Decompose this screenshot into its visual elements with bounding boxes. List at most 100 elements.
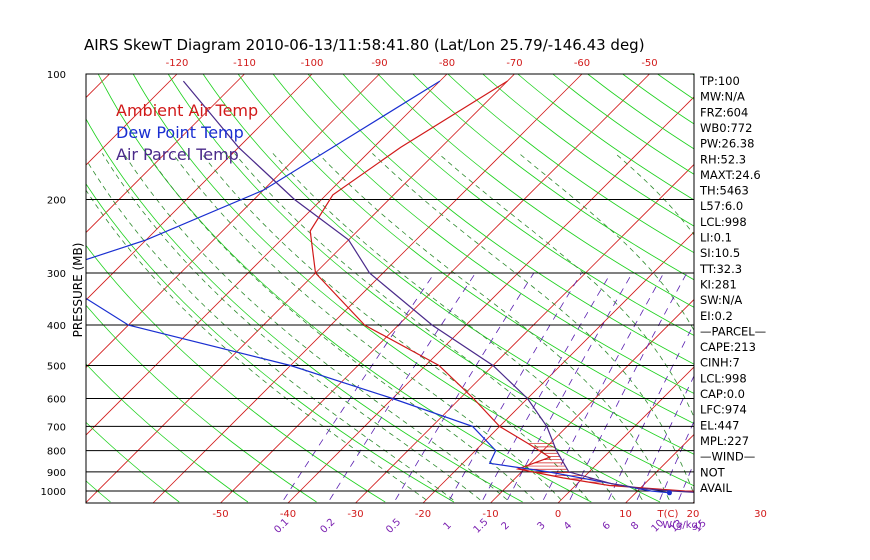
legend-ambient-air-temp: Ambient Air Temp	[116, 101, 258, 120]
bottom-temperature-tick-label: -50	[212, 509, 228, 520]
bottom-temperature-labels: -50 -40 -30 -20 -10 0 10 20 30 T(C)	[212, 509, 767, 520]
isotherm-line	[0, 74, 42, 503]
index-item: —PARCEL—	[700, 324, 766, 338]
isotherm-line	[86, 74, 178, 166]
mixing-ratio-tick-label: 8	[629, 520, 641, 532]
top-temperature-labels: -120 -110 -100 -90 -80 -70 -60 -50	[166, 58, 658, 69]
mixing-ratio-line	[482, 272, 612, 500]
mixing-ratio-line	[395, 272, 535, 501]
y-axis-label: PRESSURE (MB)	[71, 243, 85, 338]
pressure-tick-label: 200	[47, 196, 66, 207]
mixing-ratio-tick-label: 0.5	[384, 517, 403, 536]
dry-adiabat-line	[97, 74, 592, 503]
mixing-ratio-tick-label: 2	[500, 520, 512, 532]
bottom-temperature-tick-label: -20	[415, 509, 431, 520]
mixing-ratio-tick-label: 3	[536, 520, 548, 532]
dry-adiabat-line	[798, 74, 870, 502]
mixing-ratio-line	[812, 273, 870, 500]
bottom-temperature-tick-label: 30	[754, 509, 767, 520]
dry-adiabat-line	[587, 74, 694, 150]
index-item: FRZ:604	[700, 105, 748, 119]
index-item: RH:52.3	[700, 152, 746, 166]
moist-adiabat-line	[86, 189, 427, 501]
index-item: —WIND—	[700, 450, 755, 464]
bottom-temperature-tick-label: 0	[555, 509, 561, 520]
isotherm-line	[557, 366, 694, 503]
mixing-ratio-unit-label: W(g/kg)	[662, 520, 702, 531]
mixing-ratio-tick-label: 6	[601, 520, 613, 532]
dry-adiabat-line	[272, 74, 694, 394]
mixing-ratio-line	[758, 273, 849, 500]
mixing-ratio-tick-label: 0.2	[318, 517, 337, 536]
bottom-temperature-tick-label: -10	[482, 509, 498, 520]
dew-point-temp-line	[86, 80, 670, 494]
mixing-ratio-line	[569, 272, 688, 500]
chart-title: AIRS SkewT Diagram 2010-06-13/11:58:41.8…	[84, 36, 645, 54]
isotherm-line	[86, 74, 313, 301]
legend-dew-point-temp: Dew Point Temp	[116, 123, 244, 142]
legend: Ambient Air Temp Dew Point Temp Air Parc…	[116, 101, 258, 164]
isotherm-line	[422, 231, 694, 503]
pressure-tick-label: 100	[47, 70, 66, 81]
top-temperature-tick-label: -50	[641, 58, 657, 69]
dry-adiabat-line	[86, 244, 386, 503]
index-item: KI:281	[700, 277, 737, 291]
top-temperature-tick-label: -70	[506, 58, 522, 69]
index-item: MPL:227	[700, 434, 749, 448]
mixing-ratio-tick-label: 1	[442, 520, 454, 532]
dry-adiabat-line	[342, 74, 694, 336]
index-item: TP:100	[699, 74, 740, 88]
moist-adiabat-line	[146, 153, 535, 501]
isotherm-line	[86, 74, 245, 234]
index-item: LCL:998	[700, 215, 747, 229]
mixing-ratio-line	[329, 272, 476, 501]
dry-adiabat-line	[412, 74, 694, 281]
top-temperature-tick-label: -60	[574, 58, 590, 69]
mixing-ratio-line	[734, 273, 829, 500]
index-item: CAPE:213	[700, 340, 756, 354]
moist-adiabat-line	[201, 153, 589, 501]
dry-adiabat-line	[307, 74, 694, 365]
index-item: MAXT:24.6	[700, 168, 761, 182]
index-item: LCL:998	[700, 371, 747, 385]
ambient-air-temp-line	[309, 80, 694, 492]
dry-adiabat-line	[167, 74, 694, 487]
dry-adiabat-line	[517, 74, 694, 201]
temperature-unit-label: T(C)	[657, 509, 679, 520]
index-item: PW:26.38	[700, 137, 754, 151]
index-item: LI:0.1	[700, 231, 732, 245]
bottom-temperature-tick-label: -30	[347, 509, 363, 520]
isotherm-line	[828, 74, 870, 503]
isotherm-line	[86, 74, 110, 99]
index-item: TT:32.3	[699, 262, 742, 276]
pressure-tick-label: 1000	[41, 487, 66, 498]
mixing-ratio-line	[449, 272, 582, 500]
profiles	[86, 80, 694, 496]
moist-adiabat-line	[101, 153, 481, 501]
plot-frame	[85, 73, 695, 504]
air-parcel-temp-line	[182, 80, 694, 493]
index-item: CINH:7	[700, 356, 740, 370]
index-item: MW:N/A	[700, 90, 745, 104]
index-item: SI:10.5	[700, 246, 740, 260]
pressure-tick-label: 400	[47, 321, 66, 332]
dry-adiabat-line	[132, 74, 661, 503]
moist-adiabat-line	[234, 153, 616, 501]
mixing-ratio-line	[543, 272, 665, 500]
dry-adiabat-line	[447, 74, 694, 254]
moist-adiabat-line	[272, 153, 643, 501]
mixing-ratio-line	[779, 273, 868, 500]
index-item: L57:6.0	[700, 199, 743, 213]
bottom-temperature-tick-label: 10	[619, 509, 632, 520]
mixing-ratio-tick-label: 4	[562, 520, 574, 532]
bottom-temperature-tick-label: -40	[280, 509, 296, 520]
pressure-tick-label: 500	[47, 361, 66, 372]
index-item: AVAIL	[700, 481, 733, 495]
dry-adiabat-line	[86, 183, 455, 503]
index-item: EI:0.2	[700, 309, 733, 323]
isotherm-line	[490, 298, 694, 503]
legend-air-parcel-temp: Air Parcel Temp	[116, 145, 239, 164]
dry-adiabat-line	[482, 74, 694, 227]
